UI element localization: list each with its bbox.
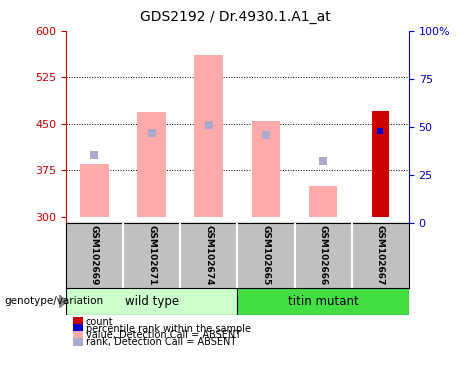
Bar: [237, 288, 409, 315]
Text: GSM102665: GSM102665: [261, 225, 270, 285]
Text: wild type: wild type: [125, 295, 179, 308]
Bar: [80, 164, 109, 217]
Bar: [309, 185, 337, 217]
Text: GSM102666: GSM102666: [319, 225, 328, 285]
Text: percentile rank within the sample: percentile rank within the sample: [86, 324, 251, 334]
Text: count: count: [86, 317, 113, 327]
Bar: [251, 121, 280, 217]
Text: GDS2192 / Dr.4930.1.A1_at: GDS2192 / Dr.4930.1.A1_at: [140, 10, 330, 24]
Text: GSM102667: GSM102667: [376, 225, 385, 286]
Text: rank, Detection Call = ABSENT: rank, Detection Call = ABSENT: [86, 337, 236, 347]
Bar: [137, 113, 166, 217]
Polygon shape: [59, 295, 67, 308]
Bar: [195, 56, 223, 217]
Text: GSM102669: GSM102669: [90, 225, 99, 286]
Bar: [372, 111, 389, 217]
Text: titin mutant: titin mutant: [288, 295, 359, 308]
Text: genotype/variation: genotype/variation: [5, 296, 104, 306]
Text: GSM102671: GSM102671: [147, 225, 156, 286]
Text: GSM102674: GSM102674: [204, 225, 213, 286]
Bar: [66, 288, 237, 315]
Text: value, Detection Call = ABSENT: value, Detection Call = ABSENT: [86, 330, 241, 340]
